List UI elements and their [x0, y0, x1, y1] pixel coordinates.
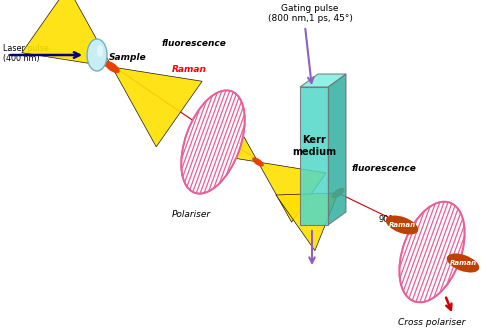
Ellipse shape — [87, 39, 107, 71]
Text: 90°: 90° — [378, 215, 392, 224]
Polygon shape — [112, 67, 202, 147]
Text: Raman: Raman — [449, 260, 477, 266]
Ellipse shape — [386, 215, 418, 234]
Text: Raman: Raman — [172, 65, 207, 74]
Polygon shape — [276, 193, 338, 251]
Text: Laser pulse
(400 nm): Laser pulse (400 nm) — [3, 44, 49, 63]
Polygon shape — [328, 74, 346, 225]
Ellipse shape — [97, 45, 103, 57]
Text: fluorescence: fluorescence — [162, 39, 227, 48]
Text: Raman: Raman — [389, 222, 416, 228]
Ellipse shape — [399, 202, 465, 302]
Polygon shape — [300, 74, 346, 87]
Text: fluorescence: fluorescence — [352, 164, 417, 173]
Text: Cross polariser: Cross polariser — [398, 318, 465, 327]
Ellipse shape — [447, 254, 479, 272]
Text: Gating pulse
(800 nm,1 ps, 45°): Gating pulse (800 nm,1 ps, 45°) — [268, 4, 352, 23]
Ellipse shape — [331, 188, 344, 198]
Ellipse shape — [181, 90, 245, 194]
Ellipse shape — [104, 61, 120, 73]
Polygon shape — [22, 0, 112, 67]
Text: Polariser: Polariser — [172, 210, 211, 219]
Polygon shape — [300, 87, 328, 225]
Polygon shape — [190, 102, 258, 162]
Text: Sample: Sample — [109, 53, 147, 62]
Polygon shape — [258, 162, 326, 222]
Ellipse shape — [252, 157, 264, 166]
Text: Kerr
medium: Kerr medium — [292, 135, 336, 157]
